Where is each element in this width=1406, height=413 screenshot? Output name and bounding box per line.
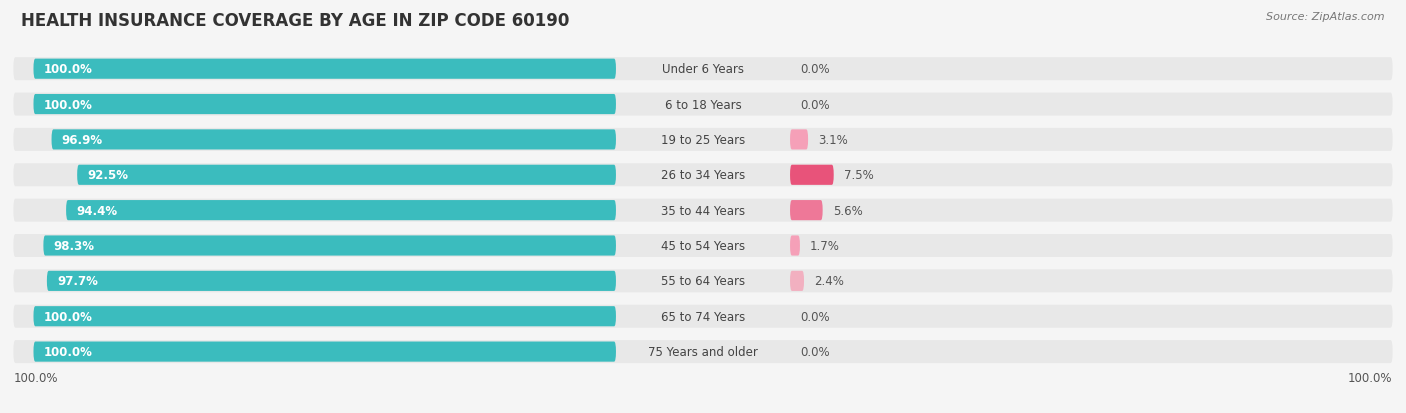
FancyBboxPatch shape bbox=[34, 59, 616, 80]
Text: 1.7%: 1.7% bbox=[810, 240, 839, 252]
FancyBboxPatch shape bbox=[14, 128, 1392, 152]
FancyBboxPatch shape bbox=[14, 340, 1392, 363]
Text: 98.3%: 98.3% bbox=[53, 240, 94, 252]
Text: 100.0%: 100.0% bbox=[1348, 370, 1392, 384]
FancyBboxPatch shape bbox=[77, 165, 616, 185]
Text: 100.0%: 100.0% bbox=[44, 310, 93, 323]
Text: HEALTH INSURANCE COVERAGE BY AGE IN ZIP CODE 60190: HEALTH INSURANCE COVERAGE BY AGE IN ZIP … bbox=[21, 12, 569, 30]
Text: 2.4%: 2.4% bbox=[814, 275, 844, 288]
FancyBboxPatch shape bbox=[14, 270, 1392, 293]
FancyBboxPatch shape bbox=[14, 58, 1392, 81]
Text: 100.0%: 100.0% bbox=[44, 345, 93, 358]
FancyBboxPatch shape bbox=[46, 271, 616, 291]
FancyBboxPatch shape bbox=[34, 342, 616, 362]
Text: 100.0%: 100.0% bbox=[44, 98, 93, 111]
FancyBboxPatch shape bbox=[14, 305, 1392, 328]
Text: 100.0%: 100.0% bbox=[14, 370, 58, 384]
Text: 26 to 34 Years: 26 to 34 Years bbox=[661, 169, 745, 182]
FancyBboxPatch shape bbox=[790, 236, 800, 256]
Text: 5.6%: 5.6% bbox=[832, 204, 862, 217]
Text: 65 to 74 Years: 65 to 74 Years bbox=[661, 310, 745, 323]
Text: 55 to 64 Years: 55 to 64 Years bbox=[661, 275, 745, 288]
FancyBboxPatch shape bbox=[44, 236, 616, 256]
Text: 19 to 25 Years: 19 to 25 Years bbox=[661, 133, 745, 147]
Text: 3.1%: 3.1% bbox=[818, 133, 848, 147]
Text: 7.5%: 7.5% bbox=[844, 169, 873, 182]
FancyBboxPatch shape bbox=[14, 93, 1392, 116]
FancyBboxPatch shape bbox=[790, 271, 804, 291]
FancyBboxPatch shape bbox=[790, 201, 823, 221]
Text: 0.0%: 0.0% bbox=[800, 345, 830, 358]
Text: 94.4%: 94.4% bbox=[76, 204, 117, 217]
FancyBboxPatch shape bbox=[14, 199, 1392, 222]
FancyBboxPatch shape bbox=[14, 235, 1392, 257]
Text: 45 to 54 Years: 45 to 54 Years bbox=[661, 240, 745, 252]
FancyBboxPatch shape bbox=[34, 306, 616, 327]
Text: 96.9%: 96.9% bbox=[62, 133, 103, 147]
Text: 0.0%: 0.0% bbox=[800, 63, 830, 76]
Text: 6 to 18 Years: 6 to 18 Years bbox=[665, 98, 741, 111]
FancyBboxPatch shape bbox=[14, 164, 1392, 187]
Text: Under 6 Years: Under 6 Years bbox=[662, 63, 744, 76]
Text: 92.5%: 92.5% bbox=[87, 169, 128, 182]
FancyBboxPatch shape bbox=[790, 165, 834, 185]
Text: 35 to 44 Years: 35 to 44 Years bbox=[661, 204, 745, 217]
Text: 0.0%: 0.0% bbox=[800, 310, 830, 323]
Text: 100.0%: 100.0% bbox=[44, 63, 93, 76]
FancyBboxPatch shape bbox=[66, 201, 616, 221]
Text: 0.0%: 0.0% bbox=[800, 98, 830, 111]
FancyBboxPatch shape bbox=[790, 130, 808, 150]
FancyBboxPatch shape bbox=[52, 130, 616, 150]
Text: 97.7%: 97.7% bbox=[56, 275, 98, 288]
Text: 75 Years and older: 75 Years and older bbox=[648, 345, 758, 358]
FancyBboxPatch shape bbox=[34, 95, 616, 115]
Text: Source: ZipAtlas.com: Source: ZipAtlas.com bbox=[1267, 12, 1385, 22]
